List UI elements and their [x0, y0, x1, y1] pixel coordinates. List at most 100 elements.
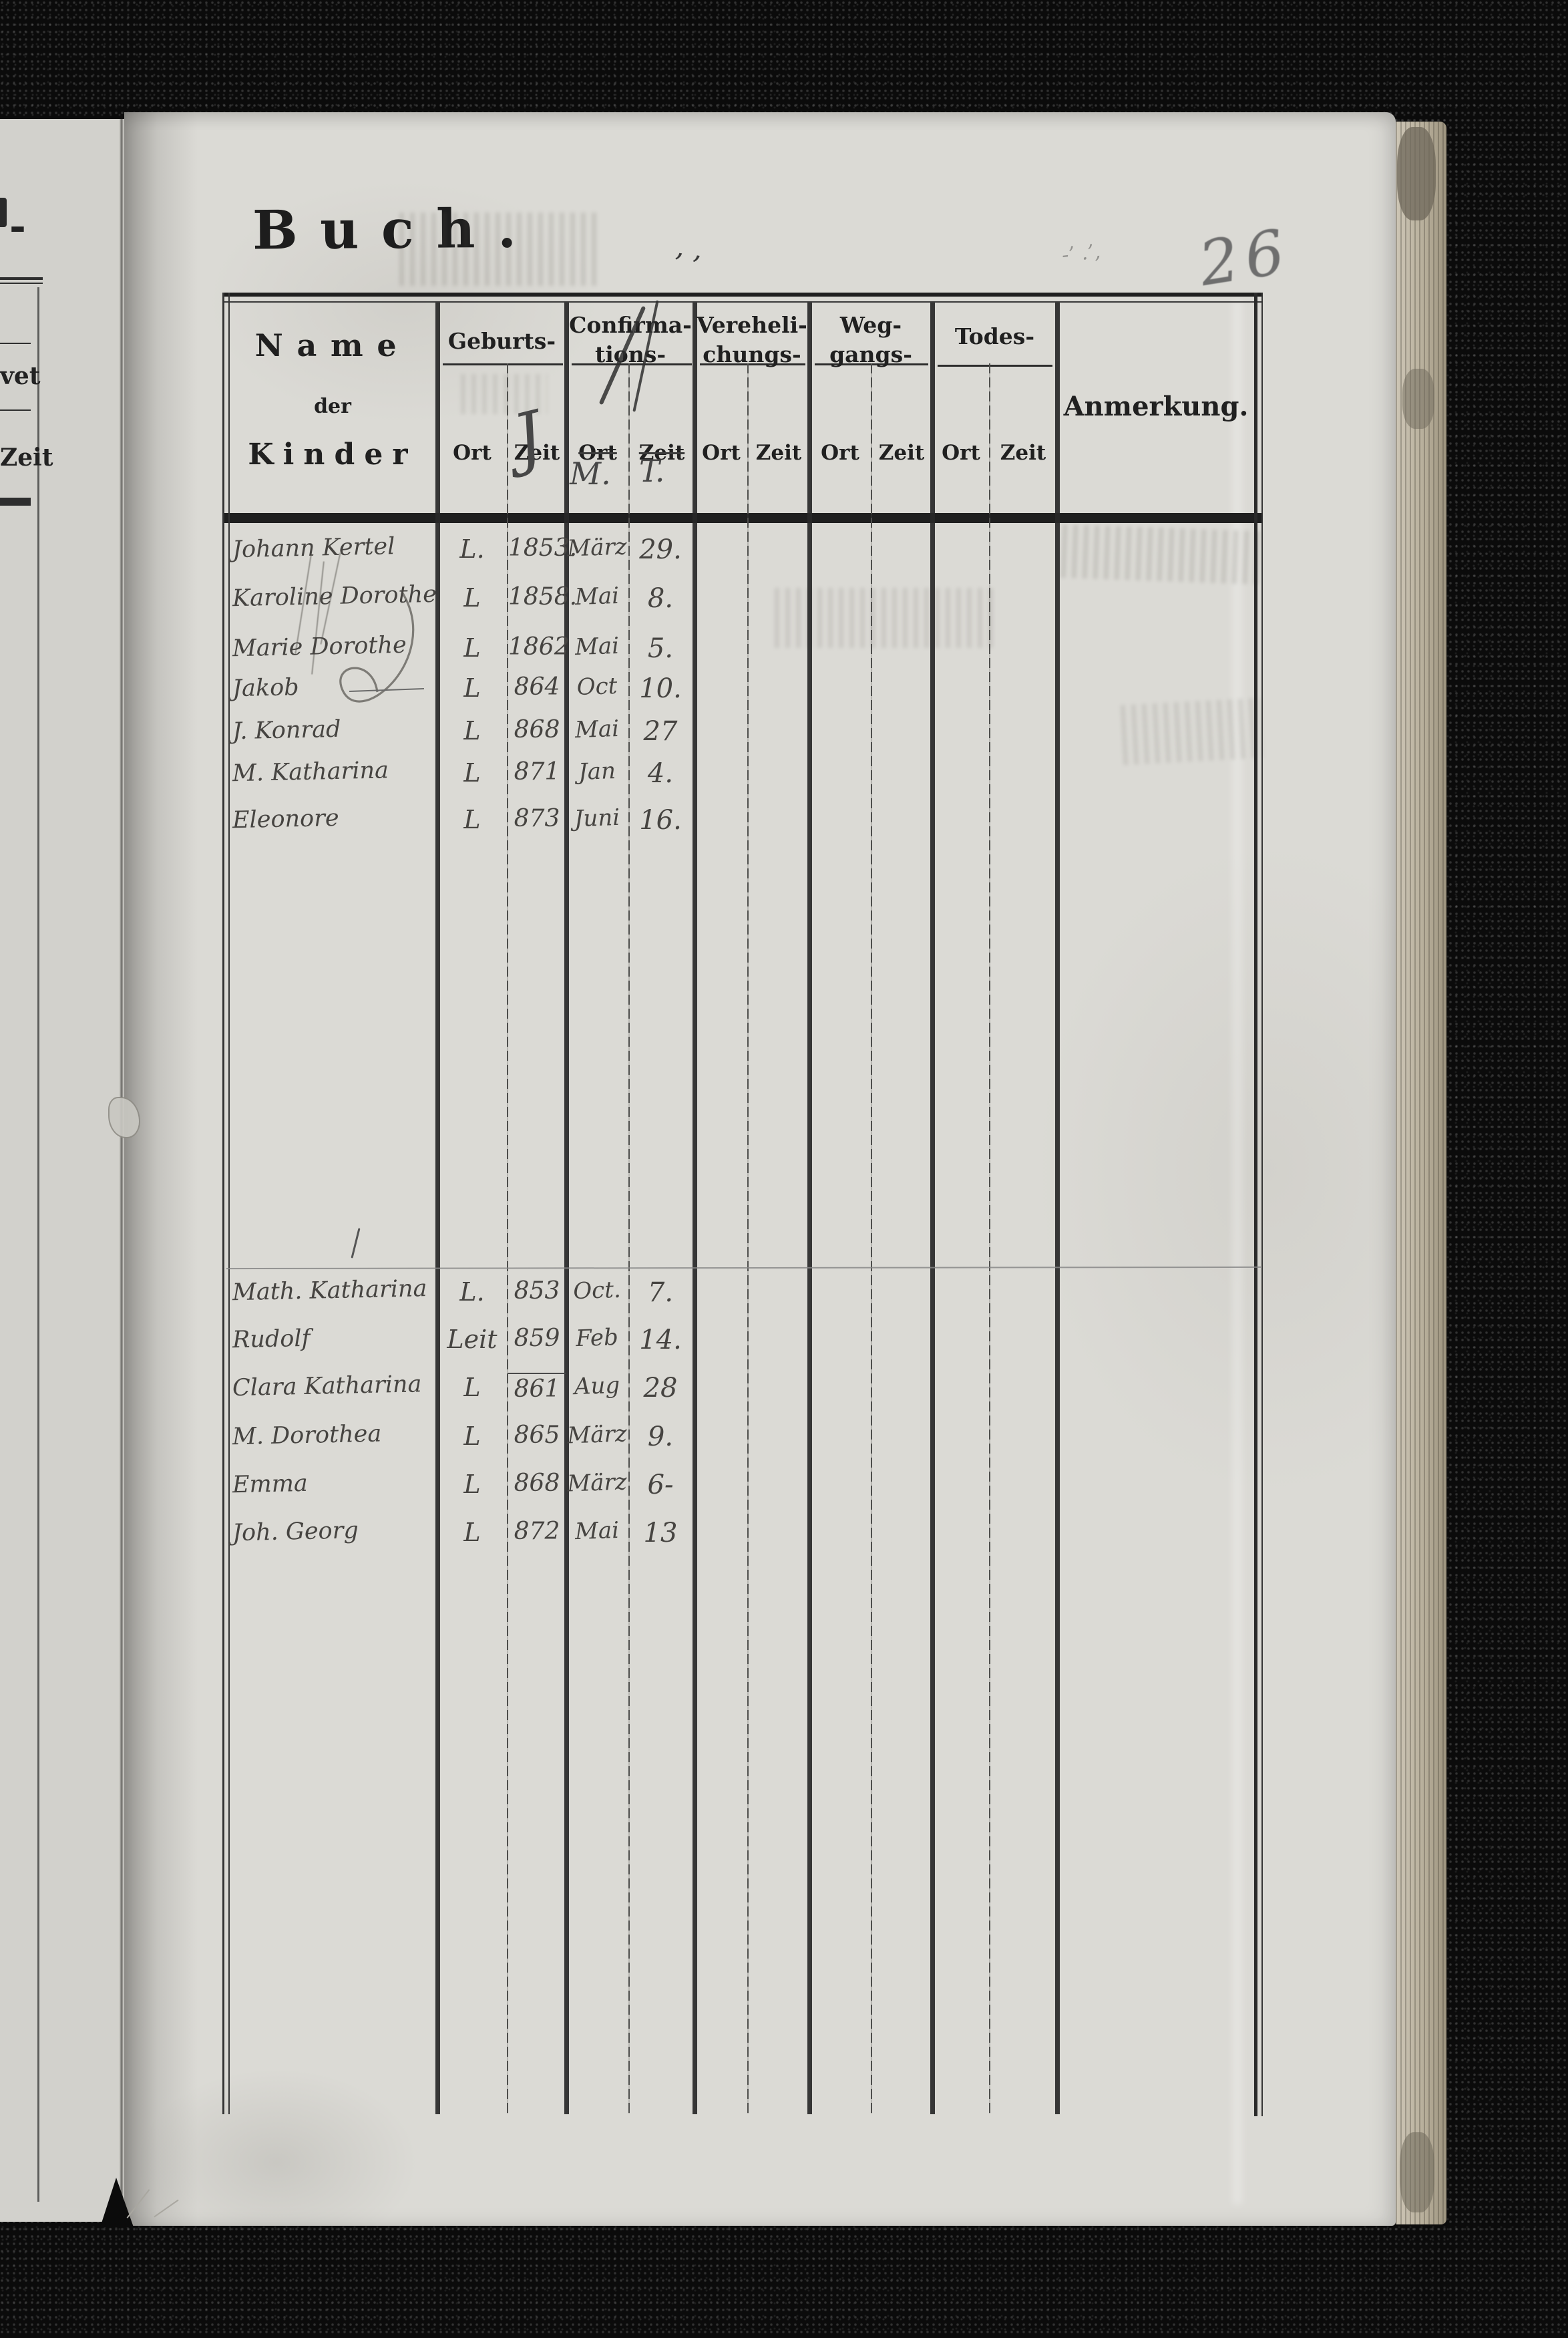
confirmation-month: Jan [578, 758, 616, 786]
header-bottom-rule [222, 513, 1263, 523]
table-row: Marie Dorothe L 1862 Mai 5. [222, 631, 703, 677]
header-verehelichungs-line1: Vereheli- [697, 312, 807, 338]
previous-page-sliver: - vet Zeit [0, 119, 124, 2222]
table-row: M. Katharina L 871 Jan 4. [222, 757, 703, 802]
birth-place: L [463, 716, 481, 745]
confirmation-day: 29. [639, 534, 682, 565]
clipped-letter-fragment [0, 198, 7, 227]
birth-place: L. [459, 534, 485, 564]
table-row: Eleonore L 873 Juni 16. [222, 804, 703, 849]
confirmation-day: 13 [643, 1518, 678, 1548]
confirmation-month: Aug [574, 1371, 620, 1401]
edge-stain [1397, 127, 1436, 220]
table-row: J. Konrad L 868 Mai 27 [222, 715, 703, 760]
divider-geburts-ort-zeit [507, 363, 508, 2114]
handwritten-day-label: T. [639, 453, 665, 489]
ink-scribble: ’ ’ [670, 246, 703, 283]
divider-name-geburts [435, 303, 440, 2114]
table-row: Karoline Dorothe L 1858. Mai 8. [222, 580, 703, 627]
table-row: Rudolf Leit 859 Feb 14. [222, 1324, 703, 1369]
header-anmerkung: Anmerkung. [1063, 391, 1249, 422]
table-right-border [1254, 293, 1257, 2116]
birth-year: 1853. [508, 534, 578, 562]
divider-todes-anmerkung [1055, 303, 1060, 2114]
divider-verehelichungs-ort-zeit [747, 363, 749, 2114]
ruled-line [0, 277, 43, 280]
table-row: Jakob L 864 Oct 10. [222, 673, 703, 717]
birth-place: L [463, 633, 481, 663]
confirmation-day: 9. [647, 1422, 674, 1452]
header-name: Name [254, 327, 411, 363]
confirmation-month: Mai [574, 582, 620, 611]
ruled-line [0, 343, 31, 344]
birth-year: 868 [514, 1470, 560, 1497]
table-right-border-outer [1261, 293, 1263, 2116]
subheader-confirmations-zeit-struck: Zeit [638, 441, 685, 465]
table-row: Math. Katharina L. 853 Oct. 7. [222, 1275, 703, 1321]
confirmation-day: 8. [647, 583, 674, 614]
confirmation-day: 5. [647, 633, 674, 664]
confirmation-day: 10. [639, 673, 682, 704]
handwritten-flourish: J [506, 395, 551, 479]
birth-place: L [463, 673, 481, 703]
child-name: Karoline Dorothe [232, 580, 437, 613]
confirmation-day: 6- [647, 1470, 674, 1500]
birth-place: L [463, 583, 481, 613]
birth-year: 871 [514, 758, 560, 786]
edge-stain [1402, 369, 1434, 429]
fragment-zeit: Zeit [0, 444, 53, 472]
subheader-weggangs-zeit: Zeit [878, 441, 925, 465]
column-line [37, 287, 39, 2202]
ruled-line [0, 283, 43, 284]
subheader-verehelichungs-zeit: Zeit [755, 441, 802, 465]
birth-place: L [463, 1518, 481, 1547]
divider-geburts-confirmations [564, 303, 569, 2114]
child-name: Rudolf [232, 1325, 311, 1354]
birth-year: 873 [514, 805, 560, 832]
header-weggangs-line1: Weg- [839, 312, 902, 338]
confirmation-day: 4. [647, 758, 674, 789]
divider-confirmations-ort-zeit [628, 363, 630, 2114]
divider-weggangs-ort-zeit [871, 363, 872, 2114]
header-name-kinder: Kinder [248, 438, 417, 472]
confirmation-month: Oct. [572, 1276, 622, 1305]
table-top-rule [222, 293, 1263, 297]
child-name: M. Dorothea [232, 1420, 382, 1451]
paper-crease-highlight [1232, 301, 1243, 2204]
subheader-rule-verehelichungs [700, 363, 805, 365]
birth-year: 868 [514, 716, 560, 743]
birth-place: L. [459, 1277, 485, 1307]
table-top-rule-inner [222, 301, 1263, 303]
pencil-separator-line [226, 1266, 1261, 1270]
confirmation-month: Oct [576, 672, 618, 701]
subheader-todes-ort: Ort [942, 441, 980, 465]
child-name: Clara Katharina [232, 1371, 422, 1402]
confirmation-day: 14. [639, 1325, 682, 1355]
confirmation-day: 28 [643, 1373, 678, 1403]
page-edge-stack [1396, 122, 1446, 2224]
confirmation-month: März [566, 1420, 628, 1450]
fragment-hyphen: - [9, 203, 26, 250]
birth-year: 865 [514, 1422, 560, 1449]
subheader-rule-confirmations [572, 363, 692, 365]
birth-year: 1858. [508, 583, 578, 611]
subheader-todes-zeit: Zeit [1000, 441, 1046, 465]
subheader-weggangs-ort: Ort [821, 441, 859, 465]
confirmation-month: März [566, 533, 628, 562]
header-geburts: Geburts- [447, 328, 556, 354]
fragment-vet: vet [0, 362, 41, 390]
child-name: Marie Dorothe [232, 631, 407, 663]
table-row: Johann Kertel L. 1853. März 29. [222, 533, 703, 578]
birth-place: L [463, 805, 481, 834]
gutter-fold-line [120, 115, 124, 2224]
subheader-geburts-zeit: Zeit [514, 441, 560, 465]
confirmation-month: Mai [574, 715, 620, 744]
birth-year: 872 [514, 1518, 560, 1545]
header-verehelichungs-line2: chungs- [703, 341, 801, 367]
child-name: Eleonore [232, 804, 340, 834]
birth-year: 859 [514, 1325, 560, 1352]
confirmation-day: 27 [643, 716, 678, 747]
table-row: Emma L 868 März 6- [222, 1468, 703, 1514]
register-page [124, 112, 1396, 2226]
subheader-rule-geburts [443, 363, 563, 365]
